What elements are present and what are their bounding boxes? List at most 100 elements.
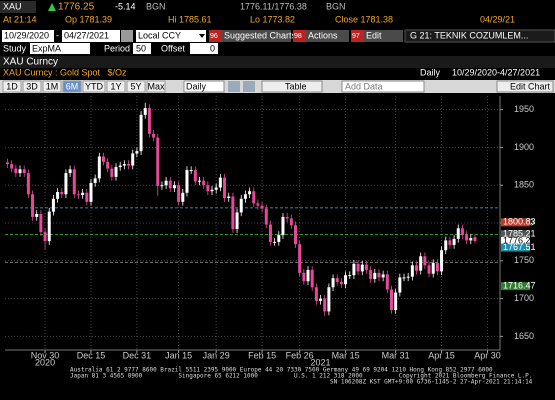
offset-input[interactable] bbox=[190, 43, 218, 54]
candle-body bbox=[406, 276, 410, 278]
period-input[interactable] bbox=[133, 43, 151, 54]
candle-body bbox=[114, 167, 118, 177]
range-button-label: 6M bbox=[66, 81, 79, 91]
offset: 0 bbox=[210, 43, 215, 53]
candle-body bbox=[81, 192, 85, 196]
last-price: 1776.25 bbox=[58, 2, 95, 13]
candle-body bbox=[97, 156, 101, 179]
suggested-charts-button[interactable] bbox=[209, 30, 291, 42]
candle-body bbox=[189, 170, 193, 172]
candle-body bbox=[118, 165, 122, 168]
candle-body bbox=[210, 189, 214, 192]
candle-body bbox=[218, 177, 222, 188]
range-button[interactable] bbox=[82, 80, 106, 93]
price-tag bbox=[501, 282, 530, 291]
candle-body bbox=[277, 235, 281, 242]
price-tag-label: 1785.21 bbox=[503, 229, 536, 239]
candle-body bbox=[47, 211, 51, 242]
candle-body bbox=[252, 191, 256, 204]
range-button[interactable] bbox=[146, 80, 166, 93]
candle-body bbox=[327, 287, 331, 312]
candle-body bbox=[223, 177, 227, 199]
calendar-button[interactable] bbox=[121, 30, 133, 42]
candle-body bbox=[43, 232, 47, 242]
range-button[interactable] bbox=[62, 80, 82, 93]
x-tick-label: Apr 15 bbox=[428, 350, 455, 360]
range-button[interactable] bbox=[126, 80, 146, 93]
study-select[interactable] bbox=[30, 43, 90, 54]
end-date: 04/27/2021 bbox=[64, 30, 109, 40]
currency-select[interactable] bbox=[136, 30, 206, 42]
change: -5.14 bbox=[115, 1, 136, 11]
candle-body bbox=[160, 185, 164, 187]
candle-body bbox=[398, 277, 402, 293]
source: BGN bbox=[326, 1, 346, 11]
ticker-box[interactable] bbox=[0, 1, 36, 13]
close: Close 1781.38 bbox=[335, 14, 393, 24]
end-date-input[interactable] bbox=[62, 30, 120, 42]
x-tick-label: Apr 30 bbox=[474, 350, 501, 360]
candle-body bbox=[364, 264, 368, 270]
range-button[interactable] bbox=[106, 80, 126, 93]
range-button[interactable] bbox=[42, 80, 62, 93]
candle-body bbox=[127, 164, 131, 166]
icon-button[interactable] bbox=[243, 81, 255, 92]
candle-body bbox=[101, 156, 105, 162]
range-button-label: 5Y bbox=[130, 81, 141, 91]
candle-body bbox=[64, 173, 68, 195]
description: XAU Curncy : Gold Spot $/Oz bbox=[3, 67, 127, 77]
period-label: Period bbox=[104, 43, 130, 53]
page-title-box[interactable] bbox=[404, 29, 555, 43]
candle-body bbox=[260, 205, 264, 209]
candle-body bbox=[273, 241, 277, 243]
button-key: 96 bbox=[210, 33, 218, 40]
candle-body bbox=[181, 192, 185, 202]
candle-body bbox=[293, 225, 297, 245]
period-select-label: Daily bbox=[186, 81, 207, 91]
x-tick-label: Feb 15 bbox=[248, 350, 276, 360]
price-tag-label: 1767.51 bbox=[503, 242, 536, 252]
table-label: Table bbox=[285, 81, 307, 91]
candle-body bbox=[131, 153, 135, 166]
edit-chart-button[interactable] bbox=[496, 80, 554, 93]
start-date: 10/29/2020 bbox=[4, 30, 49, 40]
price-tag-label: 1776.25 bbox=[503, 235, 536, 245]
price-tag bbox=[501, 236, 530, 245]
candle-body bbox=[264, 208, 268, 225]
candle-body bbox=[306, 269, 310, 282]
button-label: Suggested Charts bbox=[224, 30, 297, 40]
start-date-input[interactable] bbox=[2, 30, 54, 42]
period-select[interactable] bbox=[183, 80, 225, 93]
key-box bbox=[351, 30, 364, 42]
candle-body bbox=[377, 272, 381, 278]
range-button-label: 3D bbox=[26, 81, 38, 91]
candle-body bbox=[85, 192, 89, 202]
candle-body bbox=[76, 194, 80, 196]
range-button-label: Max bbox=[147, 81, 165, 91]
price-tag bbox=[501, 243, 530, 252]
add-data-input[interactable] bbox=[341, 80, 425, 93]
x-tick-label: Dec 15 bbox=[77, 350, 106, 360]
candle-body bbox=[135, 151, 139, 154]
candle-body bbox=[339, 281, 343, 285]
candle-body bbox=[256, 203, 260, 206]
candle-body bbox=[26, 173, 30, 195]
frequency: Daily bbox=[420, 67, 441, 77]
range-button-label: 1D bbox=[6, 81, 18, 91]
candle-body bbox=[456, 228, 460, 239]
range-button[interactable] bbox=[2, 80, 22, 93]
actions-button[interactable] bbox=[293, 30, 349, 42]
icon-button[interactable] bbox=[228, 81, 240, 92]
candle-body bbox=[227, 196, 231, 199]
candle-body bbox=[93, 178, 97, 183]
offset-label: Offset bbox=[161, 43, 185, 53]
table-button[interactable] bbox=[261, 80, 323, 93]
candle-body bbox=[214, 187, 218, 190]
candle-body bbox=[185, 170, 189, 193]
study-label: Study bbox=[3, 43, 27, 53]
footer-line: Australia 61 2 9777 8600 Brazil 5511 239… bbox=[70, 367, 493, 374]
range-button[interactable] bbox=[22, 80, 42, 93]
candle-body bbox=[106, 161, 110, 169]
study-name: ExpMA bbox=[32, 43, 61, 53]
